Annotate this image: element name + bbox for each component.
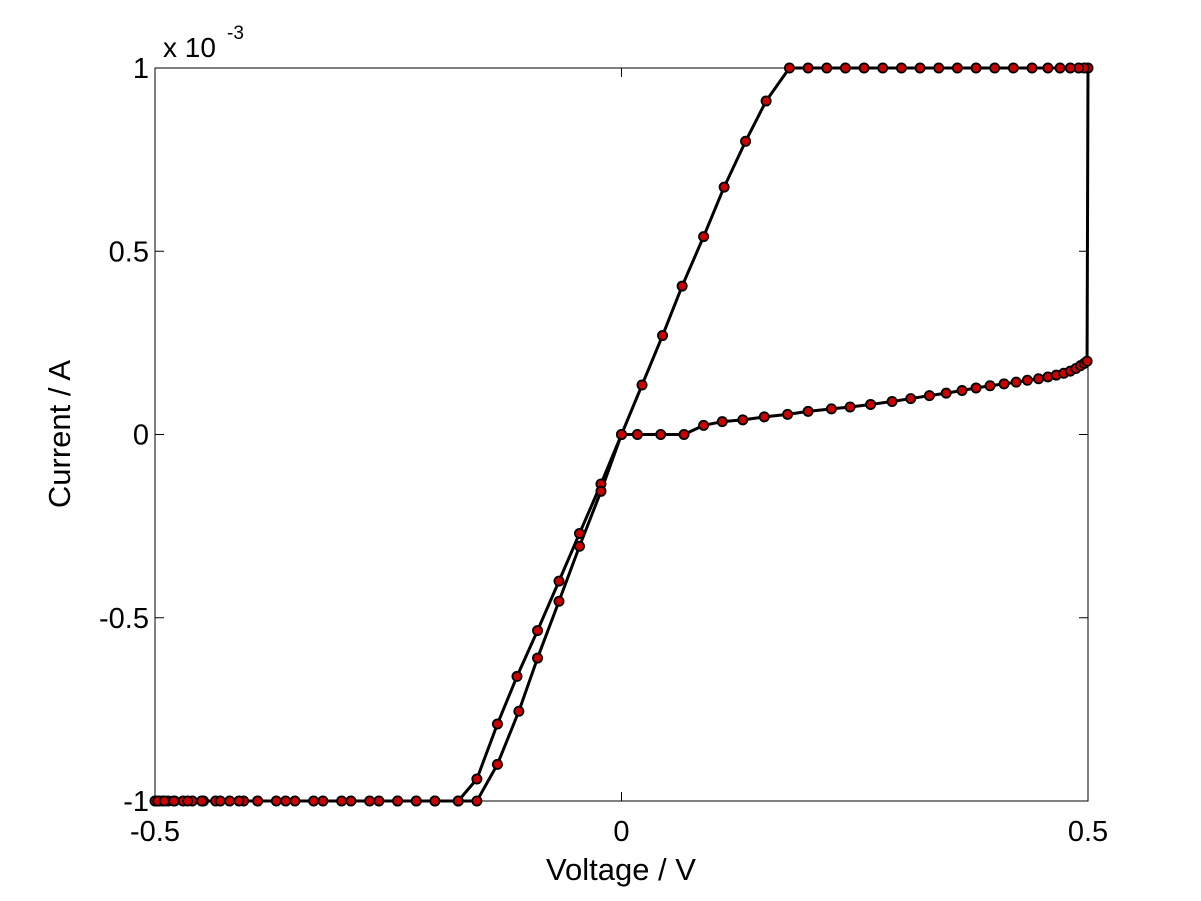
data-point: [782, 408, 794, 420]
y-tick-label: -0.5: [99, 603, 149, 635]
data-point: [802, 405, 814, 417]
data-point: [865, 398, 877, 410]
data-point: [574, 540, 586, 552]
data-point: [182, 795, 194, 807]
data-point: [595, 485, 607, 497]
y-tick-label: -1: [123, 786, 149, 818]
data-point: [280, 795, 292, 807]
x-axis-title: Voltage / V: [546, 852, 696, 887]
data-point: [1054, 62, 1066, 74]
data-point: [336, 795, 348, 807]
y-tick-label: 0.5: [109, 236, 149, 268]
data-point: [532, 652, 544, 664]
data-point: [452, 795, 464, 807]
data-point: [718, 181, 730, 193]
x-tick-label: -0.5: [130, 816, 180, 848]
data-point: [698, 419, 710, 431]
data-point: [410, 795, 422, 807]
data-point: [676, 280, 688, 292]
data-point: [940, 387, 952, 399]
data-point: [844, 401, 856, 413]
data-point: [631, 428, 643, 440]
data-point: [1033, 373, 1045, 385]
data-point: [1021, 374, 1033, 386]
data-point: [839, 62, 851, 74]
marker-layer: [149, 62, 1094, 807]
data-point: [914, 62, 926, 74]
data-point: [511, 670, 523, 682]
data-point: [984, 380, 996, 392]
data-point: [678, 428, 690, 440]
data-point: [1007, 62, 1019, 74]
data-point: [956, 385, 968, 397]
y-tick-label: 0: [133, 420, 149, 452]
data-point: [553, 595, 565, 607]
data-point: [429, 795, 441, 807]
x-tick-label: 0.5: [1068, 816, 1108, 848]
data-point: [989, 62, 1001, 74]
data-point: [998, 378, 1010, 390]
data-point: [214, 795, 226, 807]
data-point: [1064, 62, 1076, 74]
y-exponent-power: -3: [227, 23, 244, 44]
data-point: [616, 428, 628, 440]
x-tick-label: 0: [613, 816, 629, 848]
data-point: [821, 62, 833, 74]
data-point: [224, 795, 236, 807]
data-point: [196, 795, 208, 807]
data-point: [698, 231, 710, 243]
data-point: [858, 62, 870, 74]
y-axis-title: Current / A: [42, 360, 77, 508]
data-point: [345, 795, 357, 807]
data-point: [270, 795, 282, 807]
data-point: [1042, 62, 1054, 74]
data-point: [655, 428, 667, 440]
data-point: [317, 795, 329, 807]
data-point: [970, 62, 982, 74]
data-point: [1026, 62, 1038, 74]
data-point: [471, 795, 483, 807]
y-tick-label: 1: [133, 53, 149, 85]
data-point: [737, 414, 749, 426]
data-point: [951, 62, 963, 74]
data-point: [802, 62, 814, 74]
data-point: [233, 795, 245, 807]
y-exponent-label: x 10: [163, 32, 216, 63]
data-point: [825, 403, 837, 415]
data-point: [574, 527, 586, 539]
data-point: [308, 795, 320, 807]
data-point: [364, 795, 376, 807]
data-point: [158, 795, 170, 807]
data-point: [970, 382, 982, 394]
data-point: [716, 416, 728, 428]
data-point: [553, 575, 565, 587]
data-point: [933, 62, 945, 74]
data-point: [532, 625, 544, 637]
data-point: [513, 705, 525, 717]
data-point: [895, 62, 907, 74]
data-point: [168, 795, 180, 807]
data-point: [923, 390, 935, 402]
data-point: [491, 718, 503, 730]
tick-labels: -0.5 0 0.5-1-0.500.51: [99, 53, 1108, 848]
data-point: [252, 795, 264, 807]
data-point: [289, 795, 301, 807]
data-point: [636, 379, 648, 391]
data-point: [1010, 376, 1022, 388]
data-point: [877, 62, 889, 74]
data-point: [1081, 355, 1093, 367]
data-point: [758, 411, 770, 423]
data-point: [740, 135, 752, 147]
data-point: [471, 773, 483, 785]
data-point: [760, 95, 772, 107]
data-point: [373, 795, 385, 807]
data-point: [491, 758, 503, 770]
data-point: [783, 62, 795, 74]
data-point: [392, 795, 404, 807]
data-point: [905, 393, 917, 405]
data-point: [657, 330, 669, 342]
data-point: [886, 396, 898, 408]
